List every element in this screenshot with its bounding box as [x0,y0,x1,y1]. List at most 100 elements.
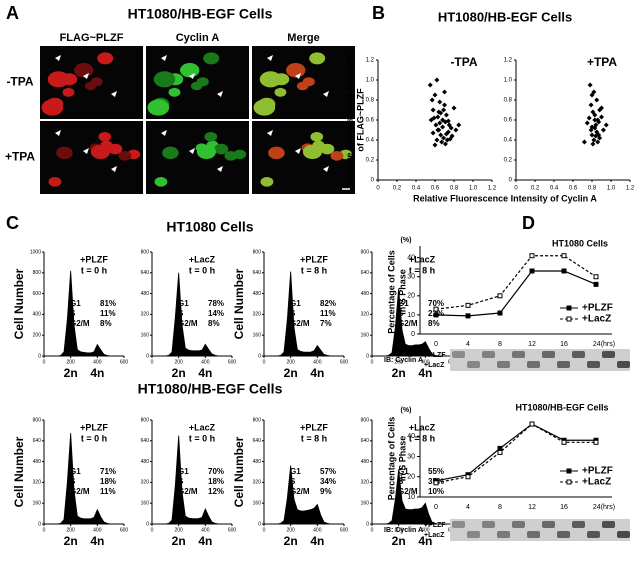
marker [529,268,535,274]
arrowhead [111,91,117,97]
dna-content: 4n [418,534,432,548]
y-tick-label: 0 [38,353,41,359]
percent: 81% [100,299,116,308]
point [456,122,462,128]
phase: G2/M [178,487,198,496]
y-tick-label: 480 [361,459,370,465]
phase: S [398,477,404,486]
point [453,127,459,133]
line [435,423,596,484]
phase: G2/M [398,319,418,328]
histogram [44,432,124,525]
point [590,141,596,147]
cell [180,62,200,78]
cell [98,131,112,142]
phase: G2/M [178,319,198,328]
cell [168,87,181,97]
panel-label: D [522,213,535,233]
x-tick-label: 0 [151,359,154,365]
blot-band [527,531,540,538]
y-tick-label: 10 [407,312,415,319]
histogram [372,288,452,357]
y-tick-label: 320 [33,480,42,486]
y-tick-label: 640 [253,438,262,444]
blot-row-label: +PLZF [424,352,446,359]
point [448,125,454,131]
marker [497,449,503,455]
line [435,270,597,317]
x-tick-label: 16 [560,341,568,348]
phase: G1 [290,299,301,308]
y-tick-label: 480 [253,459,262,465]
blot-label: IB: Cyclin A [384,357,423,364]
dna-content: 4n [198,534,212,548]
dna-content: 2n [172,534,186,548]
arrowhead [295,148,301,154]
x-tick-label: 200 [286,359,295,365]
phase: G1 [178,467,189,476]
x-tick-label: 200 [66,359,75,365]
blot-band [572,521,585,528]
point [432,142,438,148]
y-tick-label: 640 [141,270,150,276]
cell [41,99,64,116]
y-tick-label: 320 [141,480,150,486]
y-tick-label: 0.8 [504,98,513,104]
arrowhead [83,148,89,154]
blot-band [602,521,615,528]
percent: 11% [100,309,116,318]
x-tick-label: 400 [93,527,102,533]
y-tick-label: 640 [141,438,150,444]
phase: S [290,309,296,318]
cell [320,143,335,155]
condition: +PLZF [300,422,328,432]
y-tick-label: 200 [33,333,42,339]
condition: +LacZ [189,422,216,432]
x-tick-label: 0 [371,359,374,365]
y-tick-label: 1000 [30,249,41,255]
x-tick-label: 1.2 [626,186,635,192]
cell [259,71,282,88]
blot-band [572,351,585,358]
cell [214,143,229,155]
x-tick-label: 1.2 [488,186,497,192]
y-tick-label: 0.4 [366,138,375,144]
percent: 10% [428,487,444,496]
cell [204,131,218,142]
x-tick-label: 200 [174,359,183,365]
y-tick-label: 0 [38,521,41,527]
y-unit: (%) [401,407,412,414]
y-tick-label: 0 [258,521,261,527]
y-tick-label: 0.4 [504,138,513,144]
line [435,255,597,310]
condition: +PLZF [80,422,108,432]
y-tick-label: 0 [411,331,415,338]
blot-band [587,531,600,538]
panel-label: B [372,3,385,23]
y-tick-label: 160 [361,333,370,339]
marker [561,439,567,445]
point [436,127,442,133]
marker [465,302,471,308]
marker [561,268,567,274]
arrowhead [161,55,167,61]
x-tick-label: 0 [151,527,154,533]
cell [330,151,344,161]
point [427,82,433,88]
percent: 57% [320,467,336,476]
axis [515,60,630,181]
y-tick-label: 320 [361,480,370,486]
point [434,77,440,83]
blot-band [497,361,510,368]
arrowhead [323,91,329,97]
y-tick-label: 0 [258,353,261,359]
y-tick-label: 800 [253,417,262,423]
panel-title: HT1080/HB-EGF Cells [438,9,572,24]
x-tick-label: 400 [421,527,430,533]
blot-band [467,361,480,368]
blot-row-label: +PLZF [424,522,446,529]
cell [97,52,114,65]
y-tick-label: 320 [253,312,262,318]
cell [118,151,132,161]
x-tick-label: 12 [528,341,536,348]
